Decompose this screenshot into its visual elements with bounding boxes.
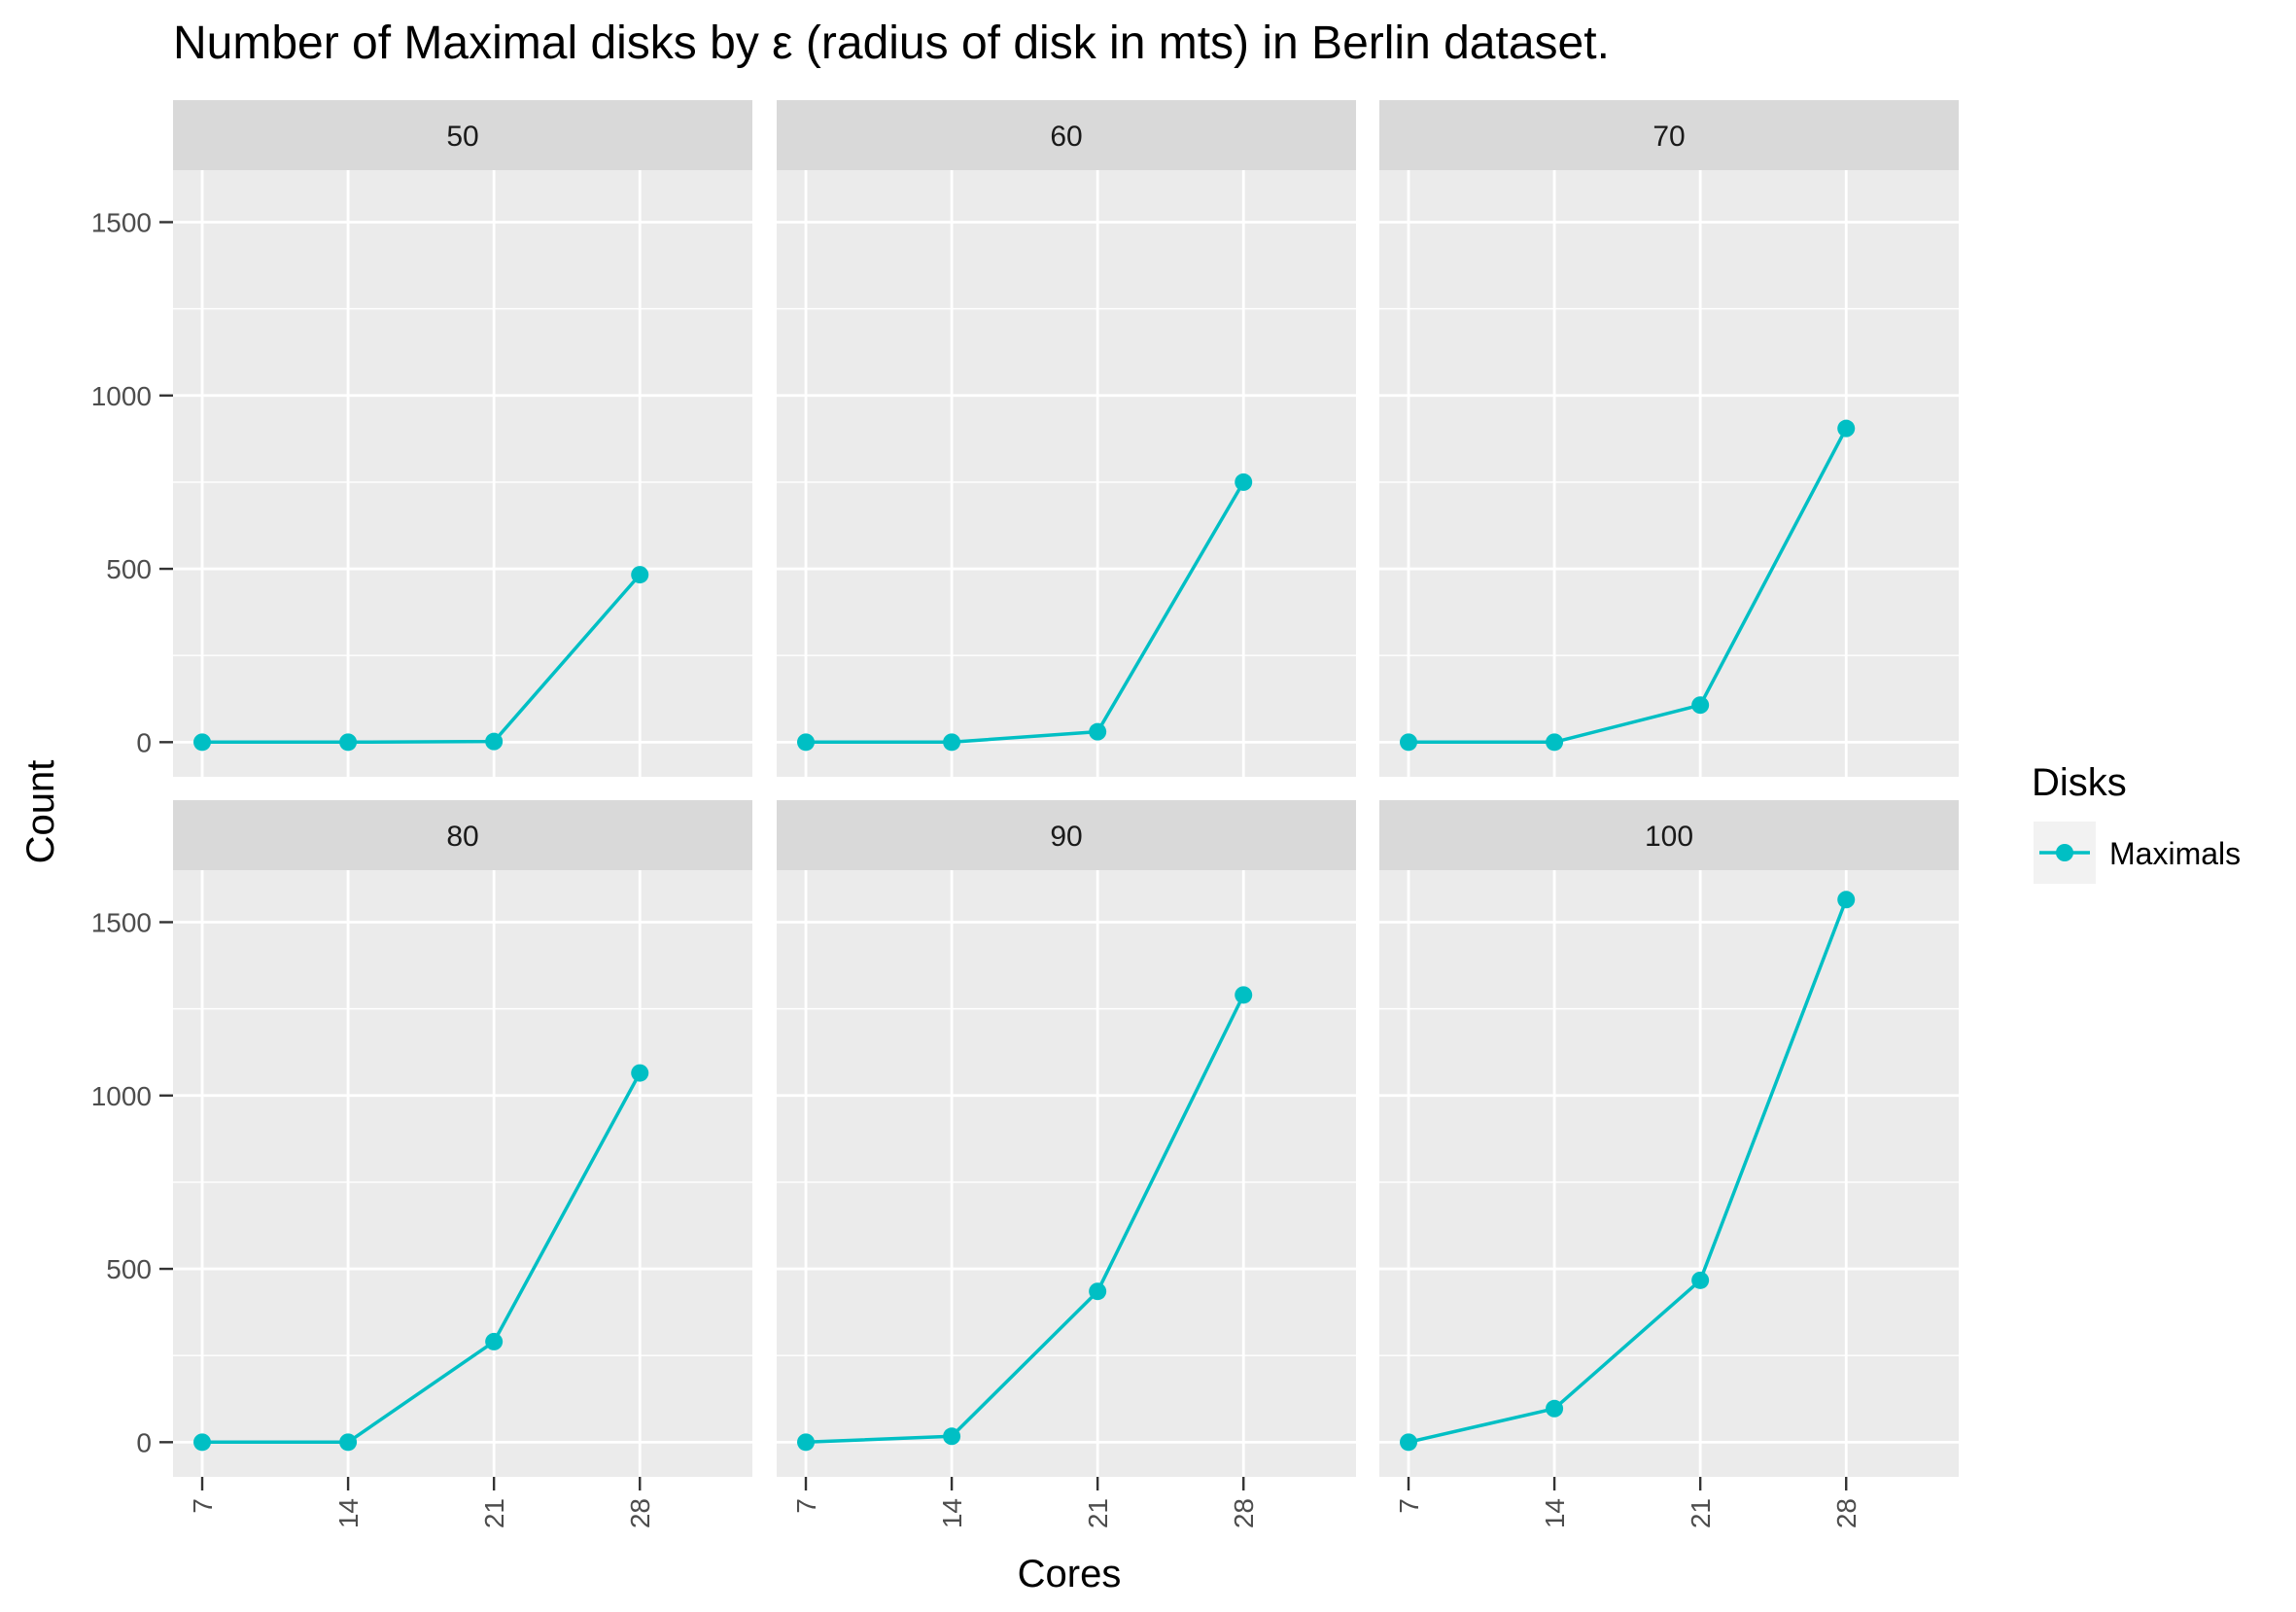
x-axis-col-1: 7 14 21 28 (188, 1477, 655, 1528)
facet-strip (173, 100, 752, 170)
legend: Disks Maximals (2032, 761, 2241, 884)
x-tick-label: 21 (479, 1498, 509, 1528)
series-line-maximals (805, 994, 1245, 1445)
x-axis-col-2: 7 14 21 28 (791, 1477, 1259, 1528)
data-point (1235, 986, 1253, 1004)
x-tick-label: 14 (937, 1498, 967, 1528)
y-tick-label: 500 (106, 554, 152, 584)
panel-background (777, 170, 1356, 777)
legend-key-point (2056, 844, 2073, 861)
x-tick-label: 28 (1831, 1498, 1861, 1528)
series-line-maximals (1408, 898, 1848, 1445)
series-line-maximals (202, 573, 642, 745)
panel-background (777, 870, 1356, 1477)
panel-background (1379, 170, 1959, 777)
y-axis-row-1: 0 500 1000 1500 (91, 207, 173, 757)
panel-background (173, 870, 752, 1477)
data-point (631, 566, 649, 584)
y-tick-label: 1000 (91, 1081, 152, 1111)
series-line-maximals (202, 1071, 642, 1445)
data-point (1089, 722, 1107, 741)
data-point (485, 1332, 504, 1350)
data-point (1691, 1271, 1710, 1289)
x-tick-label: 7 (791, 1498, 821, 1514)
x-tick-label: 14 (1540, 1498, 1570, 1528)
y-tick-label: 500 (106, 1254, 152, 1284)
x-tick-label: 14 (333, 1498, 364, 1528)
data-point (1546, 1399, 1564, 1418)
facet-panel-100: 100 (1379, 800, 1959, 1477)
facet-panel-60: 60 (777, 100, 1356, 777)
y-tick-label: 0 (136, 727, 152, 757)
y-tick-label: 0 (136, 1427, 152, 1457)
facet-strip (1379, 100, 1959, 170)
data-point (1691, 696, 1710, 715)
x-tick-label: 21 (1083, 1498, 1113, 1528)
data-point (631, 1064, 649, 1082)
data-point (797, 733, 816, 752)
facet-panel-50: 50 (173, 100, 752, 777)
data-point (193, 1433, 212, 1452)
y-axes: 0 500 1000 1500 0 500 1000 1500 (91, 207, 173, 1457)
data-point (339, 1433, 358, 1452)
data-point (1837, 419, 1856, 438)
data-point (943, 733, 961, 752)
facet-strip-label: 100 (1645, 821, 1693, 853)
y-tick-label: 1500 (91, 207, 152, 237)
data-point (1089, 1282, 1107, 1301)
x-axes: 7 14 21 28 7 14 21 28 7 14 21 28 (188, 1477, 1861, 1528)
facet-strip (173, 800, 752, 870)
y-tick-label: 1500 (91, 907, 152, 937)
x-axis-title: Cores (1018, 1553, 1122, 1595)
data-point (1837, 891, 1856, 909)
legend-entry-maximals: Maximals (2109, 836, 2241, 871)
facet-strip-label: 60 (1050, 121, 1082, 153)
data-point (485, 732, 504, 751)
data-point (1546, 733, 1564, 752)
facet-panel-80: 80 (173, 800, 752, 1477)
y-axis-title: Count (19, 760, 62, 864)
facet-strip (777, 100, 1356, 170)
series-line-maximals (1409, 427, 1848, 745)
data-point (1400, 733, 1418, 752)
facet-strip (1379, 800, 1959, 870)
x-tick-label: 7 (1394, 1498, 1424, 1514)
facet-panel-70: 70 (1379, 100, 1959, 777)
data-point (193, 733, 212, 752)
facet-panels: 50 60 70 80 90 100 (173, 100, 1959, 1477)
panel-background (173, 170, 752, 777)
y-tick-label: 1000 (91, 381, 152, 411)
facet-panel-90: 90 (777, 800, 1356, 1477)
legend-title: Disks (2032, 761, 2127, 804)
facet-strip-label: 70 (1652, 121, 1685, 153)
facet-strip-label: 80 (446, 821, 478, 853)
chart-title: Number of Maximal disks by ε (radius of … (173, 18, 1610, 69)
x-tick-label: 28 (625, 1498, 655, 1528)
data-point (339, 733, 358, 752)
x-axis-col-3: 7 14 21 28 (1394, 1477, 1861, 1528)
panel-background (1379, 870, 1959, 1477)
x-tick-label: 7 (188, 1498, 218, 1514)
facet-strip-label: 90 (1050, 821, 1082, 853)
x-tick-label: 21 (1686, 1498, 1716, 1528)
y-axis-row-2: 0 500 1000 1500 (91, 907, 173, 1457)
data-point (943, 1427, 961, 1446)
data-point (797, 1433, 816, 1452)
series-line-maximals (806, 481, 1245, 745)
facet-strip (777, 800, 1356, 870)
x-tick-label: 28 (1229, 1498, 1259, 1528)
data-point (1400, 1433, 1418, 1452)
facet-strip-label: 50 (446, 121, 478, 153)
data-point (1235, 473, 1253, 491)
